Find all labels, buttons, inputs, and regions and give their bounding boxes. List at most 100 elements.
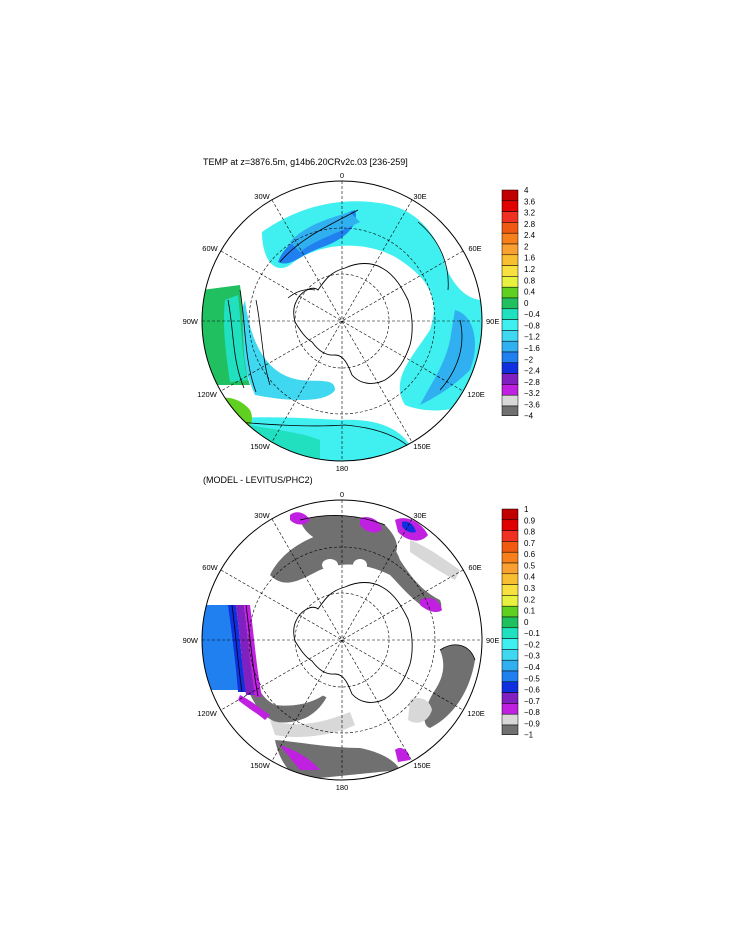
colorbar-label: 1.6 xyxy=(524,254,536,263)
colorbar-label: −0.1 xyxy=(524,629,540,638)
colorbar-label: 2.4 xyxy=(524,231,536,240)
colorbar-swatch xyxy=(501,605,519,618)
antarctica-mask-2 xyxy=(292,579,415,705)
colorbar-swatch xyxy=(501,551,519,564)
colorbar-swatch xyxy=(501,584,519,596)
magenta-band-southwest xyxy=(238,695,270,720)
magenta-patch-north xyxy=(290,512,310,525)
colorbar-label: 4 xyxy=(524,186,529,195)
lon-label-120e-b: 120E xyxy=(467,709,485,718)
panel-2-graticule xyxy=(202,500,482,780)
colorbar-label: −3.6 xyxy=(524,400,540,409)
colorbar-swatch xyxy=(501,530,519,542)
colorbar-swatch xyxy=(501,211,519,223)
lon-label-120e: 120E xyxy=(467,390,485,399)
lon-label-90e: 90E xyxy=(486,317,499,326)
colorbar-swatch xyxy=(501,265,519,277)
magenta-patch-east xyxy=(420,598,442,613)
colorbar-label: −1 xyxy=(524,731,534,740)
colorbar-swatch xyxy=(501,519,519,531)
teal-patch-west xyxy=(223,295,248,382)
lon-label-0-b: 0 xyxy=(340,490,344,499)
colorbar-swatch xyxy=(501,627,519,639)
lon-label-120w: 120W xyxy=(197,390,218,399)
white-hole-1 xyxy=(322,559,338,571)
colorbar-label: 0.3 xyxy=(524,584,536,593)
panel-2-border xyxy=(201,499,483,781)
panel-1-contours xyxy=(211,209,463,449)
colorbar-swatch xyxy=(501,638,519,650)
colorbar-swatch xyxy=(501,541,519,553)
colorbar-swatch xyxy=(501,670,519,683)
lon-label-60w-b: 60W xyxy=(202,563,218,572)
purple-band-west xyxy=(236,605,255,695)
colorbar-label: 3.6 xyxy=(524,197,536,206)
panel-1-colorbar: 4 3.6 3.2 2.8 2.4 2 1.6 1.2 0.8 0.4 0 −0.4 −0.8 −1.2 −… xyxy=(501,186,540,421)
colorbar-label: 0.7 xyxy=(524,539,536,548)
colorbar-swatch xyxy=(501,243,519,256)
colorbar-swatch xyxy=(501,724,519,735)
lon-label-150w: 150W xyxy=(250,442,271,451)
colorbar-swatch xyxy=(501,330,519,342)
lon-label-60e: 60E xyxy=(468,244,481,253)
colorbar-label: −3.2 xyxy=(524,389,540,398)
panel-2-contours xyxy=(231,515,476,697)
colorbar-label: 0.9 xyxy=(524,516,536,525)
colorbar-swatch xyxy=(501,276,519,288)
colorbar-label: 0.6 xyxy=(524,550,536,559)
colorbar-label: −0.3 xyxy=(524,652,540,661)
panel-2-title: (MODEL - LEVITUS/PHC2) xyxy=(203,475,313,485)
colorbar-swatch xyxy=(501,573,519,585)
colorbar-label: 2 xyxy=(524,242,529,251)
colorbar-swatch xyxy=(501,692,519,704)
lon-label-90w-b: 90W xyxy=(183,636,199,645)
colorbar-label: −0.4 xyxy=(524,663,540,672)
colorbar-swatch xyxy=(501,351,519,364)
colorbar-label: 3.2 xyxy=(524,209,536,218)
colorbar-swatch xyxy=(501,713,519,726)
colorbar-label: −2.8 xyxy=(524,378,540,387)
lon-label-30e-b: 30E xyxy=(413,511,426,520)
blue-patch-east xyxy=(420,310,475,405)
grey-band-ross xyxy=(242,640,330,723)
colorbar-label: −0.2 xyxy=(524,640,540,649)
light-grey-east xyxy=(408,698,432,723)
colorbar-swatch xyxy=(501,232,519,245)
colorbar-swatch xyxy=(501,200,519,212)
colorbar-label: 0.8 xyxy=(524,528,536,537)
cyan-band-west xyxy=(239,300,335,400)
colorbar-label: −2.4 xyxy=(524,367,540,376)
colorbar-swatch xyxy=(501,362,519,374)
colorbar-swatch xyxy=(501,373,519,385)
colorbar-swatch xyxy=(501,340,519,353)
colorbar-swatch xyxy=(501,384,519,396)
lon-label-150e-b: 150E xyxy=(413,761,431,770)
light-grey-north-east xyxy=(410,540,460,580)
panel-1-title: TEMP at z=3876.5m, g14b6.20CRv2c.03 [236… xyxy=(203,157,408,167)
magenta-patch-north-2 xyxy=(360,517,382,533)
colorbar-label: −0.8 xyxy=(524,321,540,330)
colorbar-swatch xyxy=(501,562,519,575)
colorbar-label: 0.8 xyxy=(524,276,536,285)
colorbar-swatch xyxy=(501,308,519,320)
colorbar-label: 0.2 xyxy=(524,595,536,604)
panel-2-field xyxy=(202,500,482,780)
colorbar-swatch xyxy=(501,222,519,234)
blue-patch-west xyxy=(202,605,240,690)
colorbar-label: −0.9 xyxy=(524,719,540,728)
light-grey-ross xyxy=(270,712,355,737)
colorbar-swatch xyxy=(501,681,519,693)
grey-band-weddell xyxy=(270,528,442,612)
lon-label-150e: 150E xyxy=(413,442,431,451)
lon-label-120w-b: 120W xyxy=(197,709,218,718)
colorbar-label: 0.4 xyxy=(524,288,536,297)
lon-label-60w: 60W xyxy=(202,244,218,253)
colorbar-swatch xyxy=(501,595,519,607)
colorbar-label: 0 xyxy=(524,299,529,308)
colorbar-label: −4 xyxy=(524,412,534,421)
colorbar-swatch xyxy=(501,405,519,416)
colorbar-swatch xyxy=(501,649,519,661)
magenta-patch-se xyxy=(395,748,410,762)
colorbar-label: 2.8 xyxy=(524,220,536,229)
